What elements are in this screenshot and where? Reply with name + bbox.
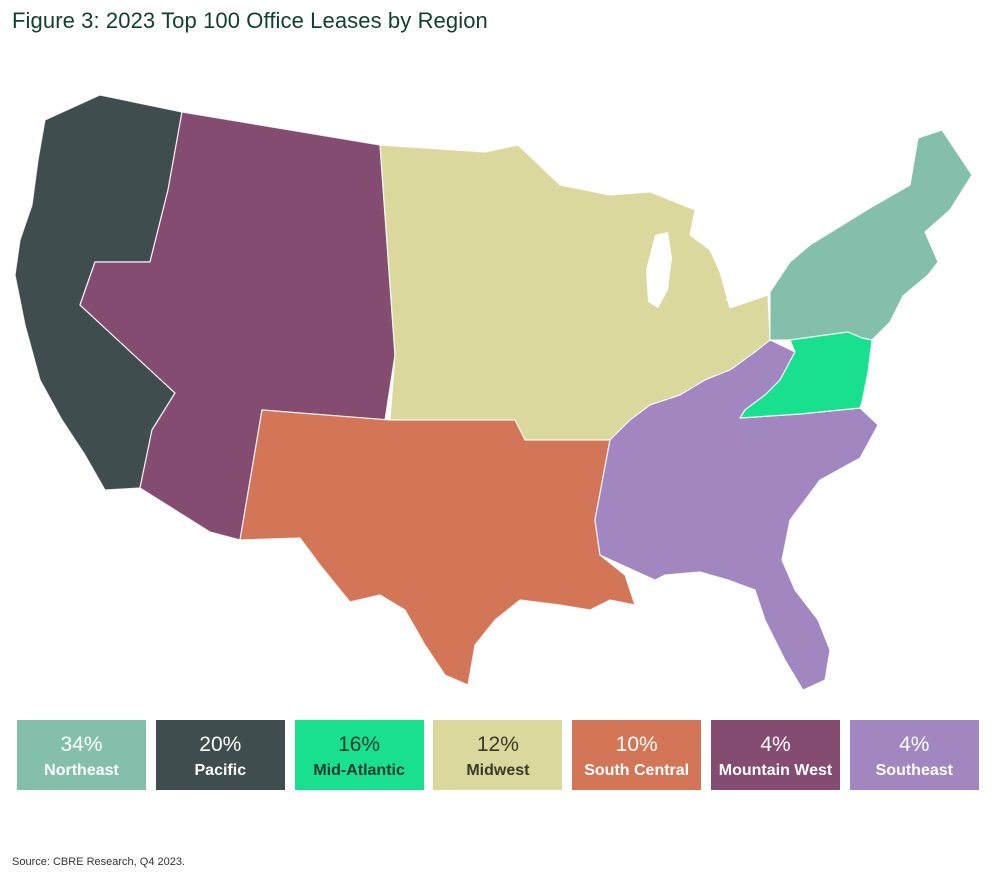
legend-label: South Central: [584, 762, 690, 779]
legend-label: Mid-Atlantic: [313, 762, 405, 779]
source-note: Source: CBRE Research, Q4 2023.: [12, 856, 186, 868]
region-southeast: [594, 339, 879, 691]
legend-tile-mid-atlantic: 16% Mid-Atlantic: [294, 720, 424, 790]
legend-label: Mountain West: [718, 762, 833, 779]
legend-percent: 34%: [60, 733, 103, 756]
legend-tile-pacific: 20% Pacific: [155, 720, 285, 790]
lake-michigan: [646, 232, 672, 308]
legend-percent: 4%: [899, 733, 930, 756]
legend-label: Midwest: [466, 762, 530, 779]
legend-percent: 10%: [615, 733, 658, 756]
legend-tile-northeast: 34% Northeast: [17, 720, 146, 790]
region-legend: 34% Northeast 20% Pacific 16% Mid-Atlantic 12%…: [17, 720, 979, 790]
legend-label: Pacific: [194, 762, 247, 779]
legend-tile-south-central: 10% South Central: [572, 720, 702, 790]
legend-percent: 16%: [338, 733, 381, 756]
legend-tile-southeast: 4% Southeast: [849, 720, 979, 790]
region-south-central: [239, 409, 636, 686]
legend-tile-mountain-west: 4% Mountain West: [711, 720, 840, 790]
region-mountain-west: [79, 111, 396, 541]
legend-percent: 20%: [199, 733, 242, 756]
legend-percent: 4%: [760, 733, 791, 756]
legend-percent: 12%: [476, 733, 519, 756]
legend-label: Southeast: [875, 762, 953, 779]
legend-label: Northeast: [44, 762, 119, 779]
legend-tile-midwest: 12% Midwest: [433, 720, 563, 790]
us-region-map: [14, 94, 973, 691]
region-northeast: [769, 129, 973, 341]
region-mid-atlantic: [739, 331, 873, 419]
figure-title: Figure 3: 2023 Top 100 Office Leases by …: [12, 8, 488, 33]
lake-erie: [725, 282, 768, 305]
